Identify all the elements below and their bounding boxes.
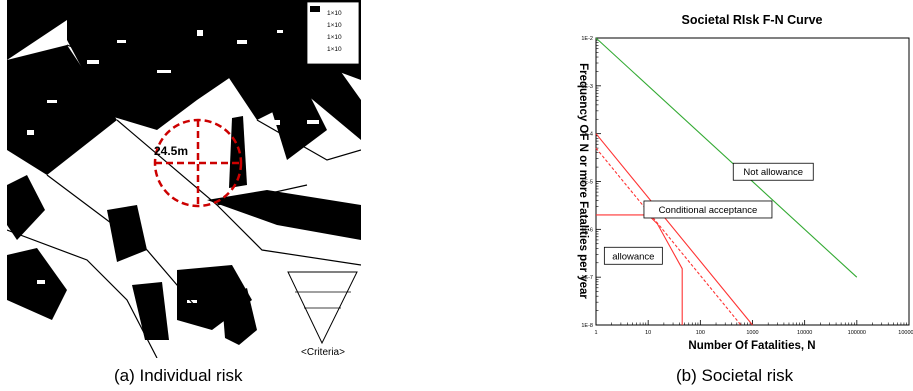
series-line-3 xyxy=(595,147,742,326)
legend-swatch xyxy=(310,6,320,12)
x-tick-label: 1000000 xyxy=(898,330,913,336)
fn-curve-chart-svg: Societal RIsk F-N Curve Number Of Fatali… xyxy=(577,13,913,352)
individual-risk-map: 1×10 1×10 1×10 1×10 24.5m <Criteria> xyxy=(7,0,361,358)
annotation-not-allowance: Not allowance xyxy=(743,167,803,178)
caption-societal-risk: (b) Societal risk xyxy=(676,366,794,385)
y-tick-label: 1E-8 xyxy=(581,323,593,329)
criteria-label: <Criteria> xyxy=(301,347,345,358)
annotation-not-allowance-box xyxy=(732,162,814,181)
annotation-conditional-acceptance-box xyxy=(643,200,773,219)
legend-value-2: 1×10 xyxy=(327,22,342,29)
legend-value-3: 1×10 xyxy=(327,34,342,41)
x-tick-label: 1 xyxy=(594,330,597,336)
series-line-1 xyxy=(595,37,858,278)
individual-risk-map-graphic: 1×10 1×10 1×10 1×10 24.5m <Criteria> xyxy=(7,0,361,358)
legend-value-4: 1×10 xyxy=(327,46,342,53)
series-line-2 xyxy=(595,133,753,326)
fn-curve-chart: Societal RIsk F-N Curve Number Of Fatali… xyxy=(556,0,913,360)
aerial-texture xyxy=(27,30,319,303)
criteria-triangle-icon xyxy=(287,271,358,345)
x-axis-label: Number Of Fatalities, N xyxy=(688,340,815,352)
x-tick-label: 100000 xyxy=(848,330,866,336)
y-tick-label: 1E-5 xyxy=(581,180,593,186)
series-line-4 xyxy=(596,214,683,325)
x-tick-label: 1000 xyxy=(746,330,758,336)
annotation-allowance: allowance xyxy=(612,251,654,262)
x-tick-label: 10 xyxy=(645,330,651,336)
radius-label: 24.5m xyxy=(154,144,188,158)
y-axis-label: Frequency OF N or more Fatalities per ye… xyxy=(577,63,589,299)
y-tick-label: 1E-3 xyxy=(581,84,593,90)
y-tick-label: 1E-4 xyxy=(581,132,593,138)
chart-title: Societal RIsk F-N Curve xyxy=(681,13,822,27)
aerial-outlines xyxy=(7,44,361,358)
y-tick-label: 1E-7 xyxy=(581,275,593,281)
annotation-conditional-acceptance: Conditional acceptance xyxy=(659,205,758,216)
legend-box xyxy=(306,1,360,65)
x-tick-label: 10000 xyxy=(797,330,812,336)
y-tick-label: 1E-2 xyxy=(581,36,593,42)
x-tick-label: 100 xyxy=(696,330,705,336)
legend-value-1: 1×10 xyxy=(327,10,342,17)
y-tick-label: 1E-6 xyxy=(581,227,593,233)
annotation-allowance-box xyxy=(603,246,663,265)
caption-individual-risk: (a) Individual risk xyxy=(114,366,243,385)
